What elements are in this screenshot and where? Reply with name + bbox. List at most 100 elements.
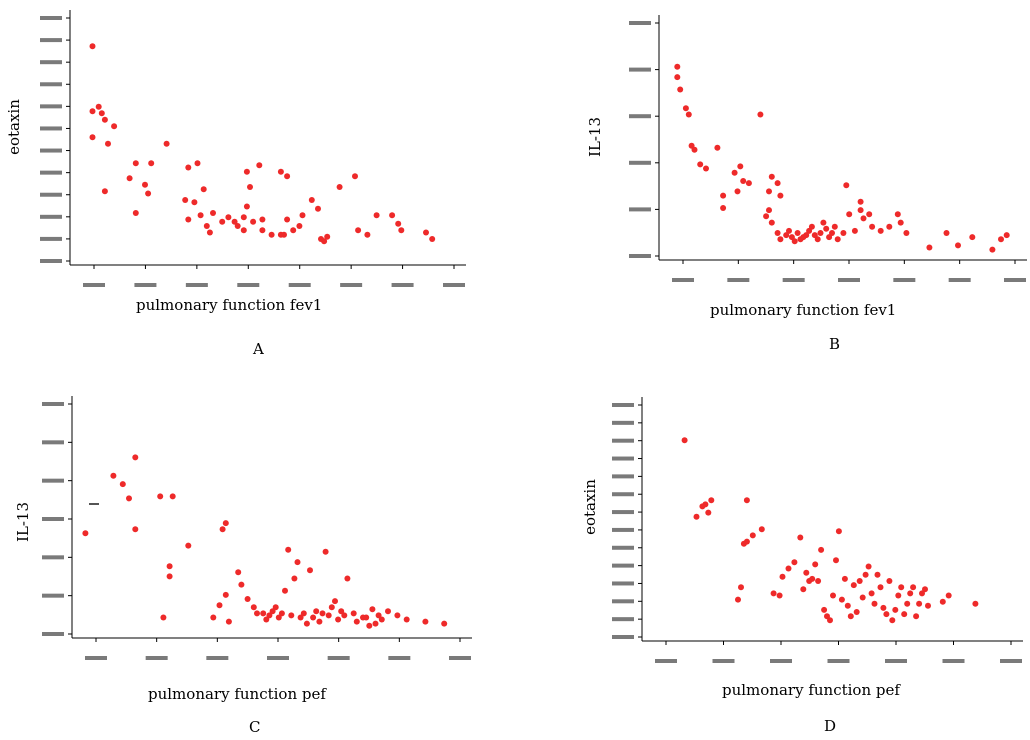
- data-point: [194, 160, 201, 167]
- data-point: [284, 173, 291, 180]
- data-point: [786, 227, 792, 234]
- data-point: [735, 596, 741, 603]
- data-point: [955, 242, 961, 249]
- y-tick-label: [40, 16, 62, 20]
- data-point: [325, 612, 332, 619]
- data-point: [794, 230, 801, 236]
- data-point: [737, 163, 744, 170]
- data-point: [290, 227, 297, 234]
- data-point: [285, 546, 292, 553]
- data-point: [939, 598, 946, 605]
- data-point: [702, 501, 709, 508]
- data-point: [677, 86, 684, 93]
- data-point: [132, 526, 139, 533]
- y-tick-label: [42, 402, 64, 406]
- y-axis-label: eotaxin: [581, 479, 599, 535]
- y-axis-ticks: [40, 16, 70, 263]
- data-point: [243, 168, 250, 175]
- y-tick-label: [629, 207, 651, 212]
- data-point: [259, 227, 266, 234]
- data-point: [874, 571, 881, 578]
- data-point: [294, 559, 301, 566]
- data-point: [378, 616, 385, 623]
- data-point: [282, 587, 288, 594]
- data-point: [160, 614, 167, 621]
- data-point: [766, 188, 772, 195]
- x-tick-label: [838, 278, 860, 282]
- data-point: [834, 236, 841, 243]
- data-point: [745, 180, 752, 187]
- data-point: [674, 74, 681, 81]
- data-point: [250, 604, 257, 611]
- data-point: [865, 563, 872, 570]
- data-point: [824, 613, 830, 620]
- data-point: [777, 236, 784, 243]
- data-point: [919, 590, 925, 597]
- data-point: [389, 212, 396, 219]
- data-point: [89, 134, 96, 141]
- data-point: [269, 608, 276, 615]
- y-tick-label: [612, 420, 634, 425]
- data-point: [240, 227, 247, 234]
- data-point: [210, 614, 217, 621]
- data-point: [185, 164, 192, 171]
- y-tick-label: [40, 38, 62, 43]
- data-point: [926, 244, 933, 251]
- data-point: [291, 575, 298, 582]
- data-point: [901, 611, 908, 618]
- data-point: [369, 606, 376, 613]
- data-point: [972, 600, 979, 607]
- y-tick-label: [612, 510, 634, 515]
- y-axis-ticks: [629, 21, 659, 258]
- data-point: [856, 578, 863, 584]
- data-point: [310, 614, 317, 621]
- data-point: [850, 582, 857, 589]
- y-tick-label: [42, 555, 64, 560]
- data-point: [200, 186, 207, 193]
- data-point: [785, 565, 792, 572]
- data-point: [770, 590, 777, 597]
- data-point: [101, 188, 108, 195]
- y-tick-label: [42, 478, 64, 483]
- data-point: [247, 184, 253, 190]
- x-axis-ticks: [85, 638, 471, 660]
- data-point: [895, 592, 902, 599]
- x-tick-label: [443, 283, 465, 287]
- data-point: [869, 223, 876, 230]
- data-point: [720, 205, 727, 211]
- data-point: [395, 220, 402, 227]
- data-point: [132, 160, 139, 167]
- y-tick-label: [612, 635, 634, 639]
- y-tick-label: [629, 254, 651, 258]
- x-axis-ticks: [672, 260, 1026, 282]
- data-point: [203, 223, 210, 229]
- data-point: [831, 223, 838, 230]
- data-point: [429, 236, 436, 242]
- data-point: [910, 584, 917, 591]
- data-point: [817, 230, 824, 236]
- data-point: [126, 175, 133, 182]
- x-tick-label: [827, 659, 850, 663]
- data-point: [338, 608, 345, 615]
- y-tick-label: [612, 563, 634, 568]
- y-tick-label: [40, 148, 62, 153]
- data-point: [321, 238, 328, 245]
- data-point: [308, 197, 315, 203]
- data-point: [296, 223, 303, 229]
- data-point: [827, 617, 833, 624]
- data-point: [363, 614, 370, 621]
- y-tick-label: [629, 67, 651, 72]
- data-point: [812, 561, 819, 568]
- data-point: [303, 620, 310, 627]
- data-point: [892, 606, 899, 613]
- data-point: [768, 173, 775, 180]
- y-tick-label: [42, 632, 64, 636]
- data-point: [708, 497, 715, 504]
- data-point: [82, 530, 89, 537]
- data-point: [372, 620, 379, 627]
- data-point: [833, 557, 839, 564]
- data-point: [250, 218, 257, 225]
- data-point: [341, 612, 348, 619]
- data-point: [336, 184, 343, 190]
- data-point: [922, 586, 928, 593]
